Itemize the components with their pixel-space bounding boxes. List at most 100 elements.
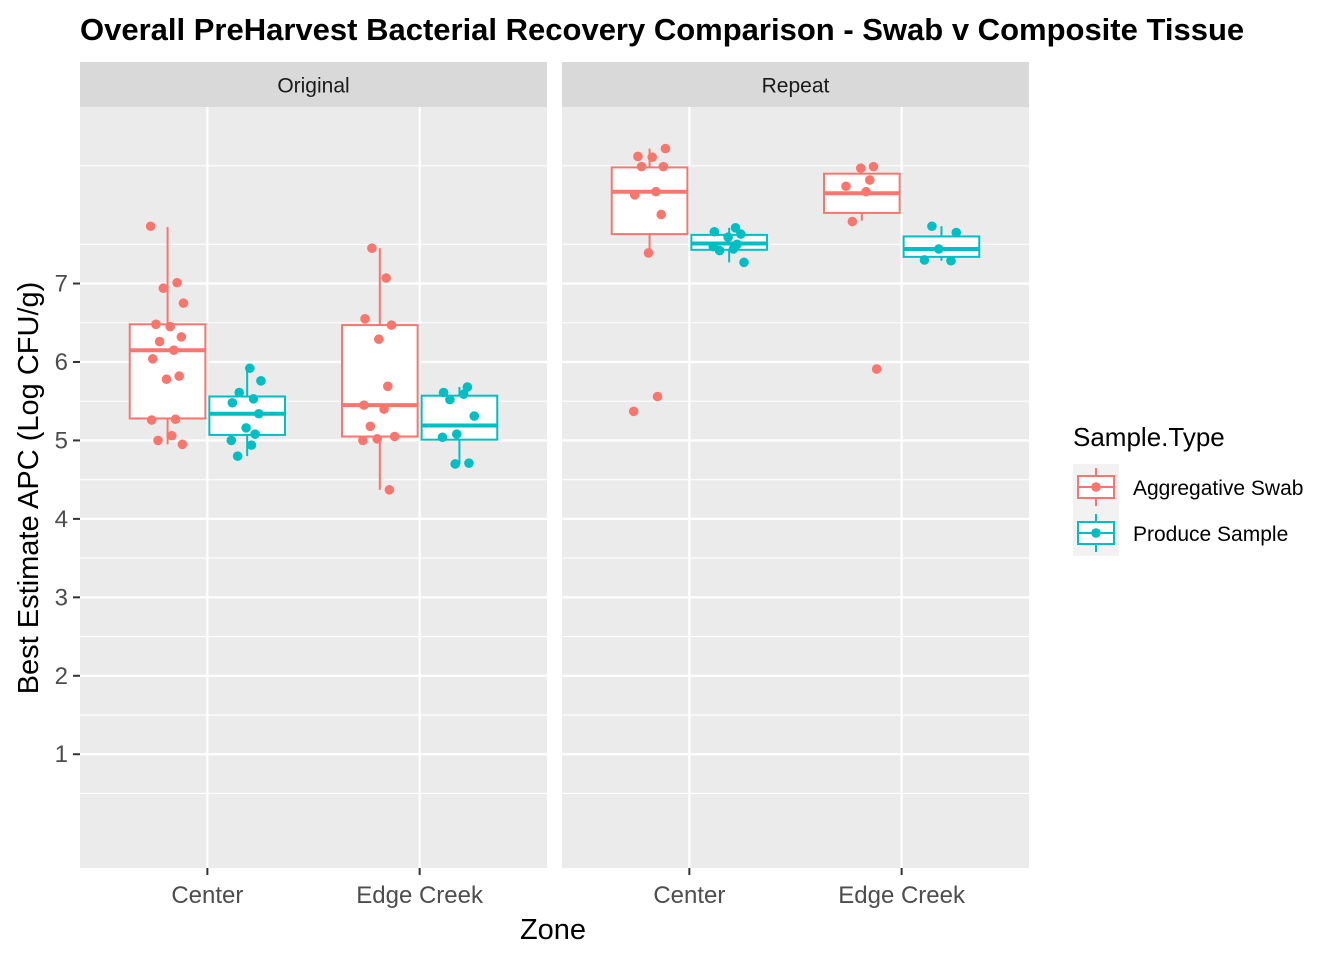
y-axis-title: Best Estimate APC (Log CFU/g): [13, 282, 45, 695]
series-produce-sample: [208, 363, 499, 469]
data-point: [437, 432, 448, 443]
x-tick-label: Center: [653, 882, 725, 909]
data-point: [861, 186, 871, 197]
data-point: [451, 429, 462, 439]
data-point: [359, 400, 369, 410]
data-point: [643, 248, 654, 258]
data-point: [628, 406, 639, 417]
data-point: [855, 163, 866, 173]
data-point: [153, 435, 163, 446]
data-point: [723, 232, 733, 243]
data-point: [147, 354, 158, 364]
strip-repeat: [562, 62, 1029, 107]
data-point: [927, 221, 937, 232]
data-point: [382, 381, 393, 392]
data-point: [652, 391, 663, 402]
y-tick-label: 1: [55, 741, 68, 768]
data-point: [169, 345, 179, 356]
data-point: [151, 319, 161, 330]
data-point: [647, 152, 658, 163]
data-point: [714, 245, 725, 256]
data-point: [379, 404, 389, 414]
facet-panels: Original Center Edge Creek Repeat Center Edge…: [80, 62, 1029, 909]
strip-original: [80, 62, 547, 107]
data-point: [651, 186, 661, 197]
data-point: [464, 458, 474, 468]
data-point: [384, 485, 395, 495]
data-point: [250, 429, 260, 439]
data-point: [709, 226, 720, 237]
data-point: [367, 243, 377, 254]
data-point: [868, 161, 879, 172]
data-point: [158, 283, 169, 294]
data-point: [177, 439, 188, 450]
series-aggregative-swab: [610, 143, 901, 417]
legend: Sample.Type Aggregative Swab Produce Samp…: [1073, 422, 1303, 556]
y-tick-label: 3: [55, 584, 68, 611]
data-point: [389, 431, 400, 442]
y-tick-label: 6: [55, 349, 68, 376]
data-point: [660, 143, 671, 154]
data-point: [172, 277, 182, 288]
legend-label-produce-sample: Produce Sample: [1133, 523, 1288, 546]
legend-key-produce-sample: [1073, 510, 1119, 556]
data-point: [245, 363, 255, 374]
data-point: [847, 216, 858, 227]
legend-label-aggregative-swab: Aggregative Swab: [1133, 477, 1303, 500]
data-point: [365, 421, 376, 432]
data-point: [386, 320, 397, 330]
data-point: [445, 394, 455, 405]
data-point: [951, 227, 962, 238]
box: [610, 166, 689, 236]
data-point: [450, 459, 461, 469]
data-point: [154, 336, 165, 347]
data-point: [254, 408, 264, 419]
data-point: [841, 181, 851, 192]
legend-key-point: [1091, 528, 1101, 538]
data-point: [174, 371, 185, 381]
data-point: [633, 151, 643, 162]
y-axis: 1 2 3 4 5 6 7: [55, 271, 80, 768]
x-tick-label: Center: [171, 882, 243, 909]
strip-label-repeat: Repeat: [762, 75, 830, 98]
x-tick-label: Edge Creek: [356, 882, 484, 909]
x-tick-label: Edge Creek: [838, 882, 966, 909]
data-point: [176, 332, 187, 342]
data-point: [728, 244, 739, 254]
series-produce-sample: [690, 221, 981, 268]
data-point: [178, 298, 189, 308]
data-point: [360, 314, 370, 324]
data-point: [170, 414, 181, 425]
y-tick-label: 4: [55, 506, 68, 533]
y-tick-label: 5: [55, 427, 68, 454]
data-point: [246, 440, 257, 450]
data-point: [739, 257, 749, 268]
data-point: [161, 374, 172, 385]
data-point: [730, 223, 741, 233]
data-point: [636, 161, 647, 172]
strip-label-original: Original: [277, 75, 349, 98]
legend-key-aggregative-swab: [1073, 464, 1119, 510]
data-point: [946, 255, 956, 266]
data-point: [871, 364, 882, 374]
box: [420, 394, 499, 441]
data-point: [656, 209, 667, 220]
data-point: [462, 382, 473, 392]
data-point: [658, 161, 669, 172]
data-point: [458, 389, 469, 399]
y-tick-label: 2: [55, 663, 68, 690]
x-axis-title: Zone: [520, 914, 586, 946]
data-point: [146, 415, 157, 425]
data-point: [256, 376, 266, 386]
data-point: [381, 273, 391, 283]
data-point: [864, 175, 875, 185]
data-point: [232, 451, 243, 461]
data-point: [226, 435, 237, 446]
data-point: [227, 397, 238, 408]
series-aggregative-swab: [128, 221, 419, 495]
data-point: [629, 190, 640, 200]
legend-key-point: [1091, 482, 1101, 492]
data-point: [234, 387, 245, 398]
data-point: [919, 255, 930, 265]
